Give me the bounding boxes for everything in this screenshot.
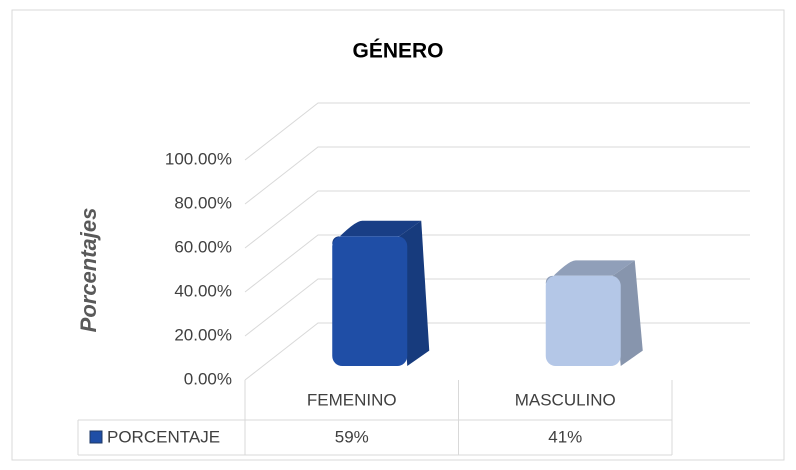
grid-line <box>244 146 750 205</box>
y-tick-label: 60.00% <box>174 237 232 256</box>
chart-title: GÉNERO <box>352 40 443 63</box>
grid-line <box>244 234 750 293</box>
data-label: 59% <box>335 427 369 446</box>
bar <box>332 236 408 366</box>
y-tick-label: 80.00% <box>174 193 232 212</box>
legend-swatch <box>89 430 103 444</box>
y-tick-label: 100.00% <box>165 149 232 168</box>
x-tick-label: MASCULINO <box>515 390 616 409</box>
bar <box>545 275 621 366</box>
bar-top <box>332 220 422 245</box>
y-axis-label: Porcentajes <box>76 208 101 333</box>
grid-line <box>244 190 750 249</box>
grid-line <box>244 102 750 161</box>
y-tick-label: 40.00% <box>174 281 232 300</box>
legend-label: PORCENTAJE <box>107 427 220 446</box>
data-label: 41% <box>548 427 582 446</box>
y-tick-label: 20.00% <box>174 325 232 344</box>
y-tick-label: 0.00% <box>184 369 232 388</box>
bar-top <box>545 260 635 284</box>
x-tick-label: FEMENINO <box>307 390 397 409</box>
